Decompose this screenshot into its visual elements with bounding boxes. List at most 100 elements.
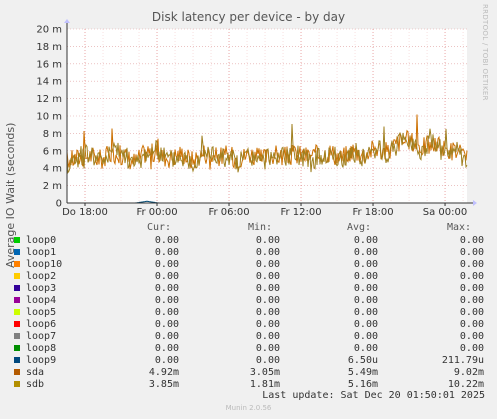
legend-label: loop7 xyxy=(26,331,57,342)
legend-cur: 0.00 xyxy=(154,343,179,354)
legend-row: loop1 0.00 0.00 0.00 0.00 xyxy=(0,247,497,259)
y-tick-label: 2 m xyxy=(43,181,62,192)
legend-cur: 0.00 xyxy=(154,235,179,246)
axes xyxy=(64,19,477,206)
legend-swatch xyxy=(14,369,20,375)
legend-avg: 5.16m xyxy=(347,379,378,390)
legend-swatch xyxy=(14,285,20,291)
legend-min: 0.00 xyxy=(255,307,280,318)
legend-label: loop10 xyxy=(26,259,63,270)
legend-swatch xyxy=(14,357,20,363)
legend-swatch xyxy=(14,345,20,351)
rrdtool-credit: RRDTOOL / TOBI OETIKER xyxy=(481,4,489,101)
legend-row: loop2 0.00 0.00 0.00 0.00 xyxy=(0,271,497,283)
legend-avg: 0.00 xyxy=(353,307,378,318)
legend-cur: 0.00 xyxy=(154,247,179,258)
legend-swatch xyxy=(14,237,20,243)
legend-avg: 0.00 xyxy=(353,319,378,330)
y-tick-label: 20 m xyxy=(36,25,62,36)
legend-min: 0.00 xyxy=(255,235,280,246)
legend-header-min: Min: xyxy=(248,222,273,233)
y-tick-label: 12 m xyxy=(36,94,62,105)
legend-min: 0.00 xyxy=(255,343,280,354)
legend-min: 0.00 xyxy=(255,259,280,270)
legend-label: loop9 xyxy=(26,355,57,366)
last-update: Last update: Sat Dec 20 01:50:01 2025 xyxy=(262,390,485,401)
legend-label: loop1 xyxy=(26,247,57,258)
legend-cur: 0.00 xyxy=(154,259,179,270)
y-axis-arrow xyxy=(64,19,70,23)
legend-min: 3.05m xyxy=(249,367,280,378)
legend-row: loop5 0.00 0.00 0.00 0.00 xyxy=(0,307,497,319)
legend-max: 0.00 xyxy=(459,295,484,306)
legend-label: loop3 xyxy=(26,283,57,294)
legend-min: 0.00 xyxy=(255,271,280,282)
legend-min: 1.81m xyxy=(249,379,280,390)
legend-min: 0.00 xyxy=(255,283,280,294)
legend-max: 9.02m xyxy=(453,367,484,378)
y-tick-label: 18 m xyxy=(36,42,62,53)
y-tick-label: 8 m xyxy=(43,129,62,140)
legend-label: sdb xyxy=(26,379,45,390)
legend-avg: 0.00 xyxy=(353,271,378,282)
legend-swatch xyxy=(14,333,20,339)
legend-row: loop8 0.00 0.00 0.00 0.00 xyxy=(0,343,497,355)
legend-swatch xyxy=(14,381,20,387)
legend-cur: 0.00 xyxy=(154,271,179,282)
y-tick-label: 14 m xyxy=(36,77,62,88)
legend-avg: 0.00 xyxy=(353,283,378,294)
legend-cur: 0.00 xyxy=(154,355,179,366)
legend-label: loop2 xyxy=(26,271,57,282)
legend-max: 0.00 xyxy=(459,331,484,342)
legend-cur: 3.85m xyxy=(148,379,179,390)
x-tick-label: Fr 00:00 xyxy=(136,207,177,218)
legend-header-cur: Cur: xyxy=(147,222,172,233)
legend-swatch xyxy=(14,273,20,279)
legend-avg: 0.00 xyxy=(353,247,378,258)
legend-row: loop0 0.00 0.00 0.00 0.00 xyxy=(0,235,497,247)
munin-version: Munin 2.0.56 xyxy=(225,404,272,412)
legend-min: 0.00 xyxy=(255,355,280,366)
legend-min: 0.00 xyxy=(255,247,280,258)
legend-swatch xyxy=(14,297,20,303)
legend-label: loop6 xyxy=(26,319,57,330)
legend-avg: 0.00 xyxy=(353,259,378,270)
legend-min: 0.00 xyxy=(255,319,280,330)
legend-max: 0.00 xyxy=(459,319,484,330)
legend-avg: 0.00 xyxy=(353,295,378,306)
legend-row: loop4 0.00 0.00 0.00 0.00 xyxy=(0,295,497,307)
x-tick-label: Do 18:00 xyxy=(62,207,108,218)
legend-cur: 4.92m xyxy=(148,367,179,378)
legend-min: 0.00 xyxy=(255,295,280,306)
y-axis: 0 2 m 4 m 6 m 8 m 10 m 12 m 14 m 16 m 18 m 20 m xyxy=(36,25,62,210)
legend-cur: 0.00 xyxy=(154,283,179,294)
legend-label: sda xyxy=(26,367,45,378)
legend-max: 0.00 xyxy=(459,343,484,354)
legend-row: loop10 0.00 0.00 0.00 0.00 xyxy=(0,259,497,271)
legend-row: loop7 0.00 0.00 0.00 0.00 xyxy=(0,331,497,343)
x-axis-arrow xyxy=(473,200,477,206)
legend-max: 0.00 xyxy=(459,247,484,258)
legend-header-max: Max: xyxy=(447,222,472,233)
legend-avg: 5.49m xyxy=(347,367,378,378)
x-tick-label: Fr 06:00 xyxy=(208,207,249,218)
legend-label: loop0 xyxy=(26,235,57,246)
legend-row: loop9 0.00 0.00 6.50u 211.79u xyxy=(0,355,497,367)
legend-swatch xyxy=(14,321,20,327)
legend-max: 10.22m xyxy=(447,379,484,390)
legend-swatch xyxy=(14,249,20,255)
x-axis: Do 18:00 Fr 00:00 Fr 06:00 Fr 12:00 Fr 18:00… xyxy=(62,29,467,218)
legend-max: 211.79u xyxy=(441,355,484,366)
legend-row: sdb 3.85m 1.81m 5.16m 10.22m xyxy=(0,379,497,391)
legend-max: 0.00 xyxy=(459,235,484,246)
legend-avg: 0.00 xyxy=(353,235,378,246)
series-line-sdb xyxy=(66,123,468,174)
legend-max: 0.00 xyxy=(459,283,484,294)
legend-min: 0.00 xyxy=(255,331,280,342)
legend-max: 0.00 xyxy=(459,259,484,270)
legend-avg: 6.50u xyxy=(347,355,378,366)
legend-max: 0.00 xyxy=(459,271,484,282)
legend-cur: 0.00 xyxy=(154,295,179,306)
x-tick-label: Fr 12:00 xyxy=(280,207,321,218)
